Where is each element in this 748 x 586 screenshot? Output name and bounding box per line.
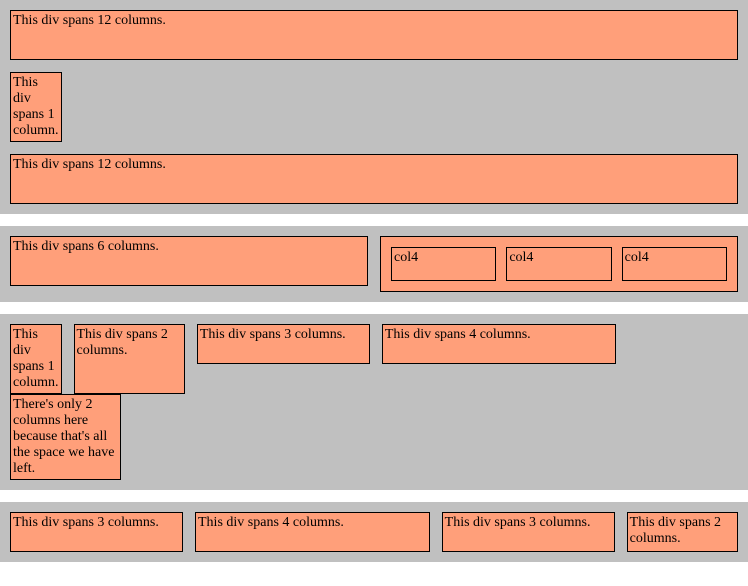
grid-container-1: This div spans 12 columns. This div span… — [0, 0, 748, 214]
grid-container-3: This div spans 1 column. This div spans … — [0, 314, 748, 490]
grid-container-4: This div spans 3 columns. This div spans… — [0, 502, 748, 562]
grid-cell-span1: This div spans 1 column. — [10, 72, 62, 142]
grid-cell-span1: This div spans 1 column. — [10, 324, 62, 394]
grid-cell-span2: This div spans 2 columns. — [74, 324, 185, 394]
grid-row: This div spans 1 column. — [10, 72, 738, 142]
grid-cell-nested: col4 col4 col4 — [380, 236, 738, 292]
grid-cell-span4: This div spans 4 columns. — [382, 324, 617, 364]
grid-cell-span12: This div spans 12 columns. — [10, 154, 738, 204]
grid-cell-span2: This div spans 2 columns. — [627, 512, 738, 552]
grid-row: This div spans 12 columns. — [10, 154, 738, 204]
grid-cell-span6: This div spans 6 columns. — [10, 236, 368, 286]
grid-cell-span2-overflow: There's only 2 columns here because that… — [10, 394, 121, 480]
grid-container-2: This div spans 6 columns. col4 col4 col4 — [0, 226, 748, 302]
grid-row: This div spans 12 columns. — [10, 10, 738, 60]
nested-cell-col4: col4 — [622, 247, 727, 281]
grid-cell-span12: This div spans 12 columns. — [10, 10, 738, 60]
grid-cell-span4: This div spans 4 columns. — [195, 512, 430, 552]
grid-cell-span3: This div spans 3 columns. — [10, 512, 183, 552]
grid-cell-span3: This div spans 3 columns. — [197, 324, 370, 364]
nested-cell-col4: col4 — [506, 247, 611, 281]
nested-cell-col4: col4 — [391, 247, 496, 281]
grid-cell-span3: This div spans 3 columns. — [442, 512, 615, 552]
